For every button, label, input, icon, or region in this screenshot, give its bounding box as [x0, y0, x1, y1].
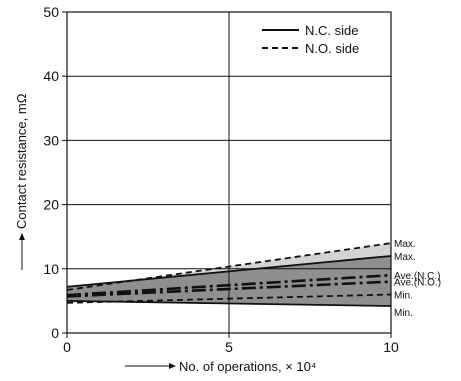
end-label-max-n-o: Max. — [394, 239, 416, 250]
x-tick-label-0: 0 — [63, 339, 71, 355]
y-tick-label-50: 50 — [43, 4, 59, 20]
y-axis-arrow-head — [19, 233, 25, 240]
series-end-labels: Max.Max.Ave.(N.C.)Ave.(N.O.)Min.Min. — [394, 239, 441, 319]
end-label-min-n-o: Min. — [394, 290, 413, 301]
x-axis-title: No. of operations, × 10⁴ — [125, 359, 316, 374]
y-tick-label-0: 0 — [51, 325, 59, 341]
y-tick-label-20: 20 — [43, 197, 59, 213]
series-line-min-n-c — [66, 300, 392, 307]
end-label-max-n-c: Max. — [394, 252, 416, 263]
series-line-max-n-c — [66, 255, 392, 288]
legend-label-nc: N.C. side — [305, 23, 358, 38]
y-tick-label-40: 40 — [43, 68, 59, 84]
y-tick-label-10: 10 — [43, 261, 59, 277]
x-axis-label: No. of operations, × 10⁴ — [179, 359, 316, 374]
end-label-min-n-c: Min. — [394, 308, 413, 319]
y-axis-label: Contact resistance, mΩ — [14, 93, 29, 229]
y-tick-label-30: 30 — [43, 132, 59, 148]
legend-label-no: N.O. side — [305, 41, 359, 56]
series-lines — [66, 242, 392, 307]
gridlines — [67, 12, 391, 333]
axis-ticks: 0 10 20 30 40 50 0 5 10 — [43, 4, 399, 355]
x-axis-arrow-head — [169, 363, 176, 369]
series-line-ave-n-o-n-o — [66, 280, 392, 298]
end-label-ave-n-o-n-o: Ave.(N.O.) — [394, 278, 441, 289]
x-tick-label-5: 5 — [225, 339, 233, 355]
series-line-ave-n-c-n-c — [66, 273, 392, 297]
legend: N.C. side N.O. side — [262, 23, 359, 56]
end-label-ave-n-c-n-c: Ave.(N.C.) — [394, 271, 441, 282]
y-axis-title: Contact resistance, mΩ — [14, 93, 29, 270]
x-tick-label-10: 10 — [383, 339, 399, 355]
